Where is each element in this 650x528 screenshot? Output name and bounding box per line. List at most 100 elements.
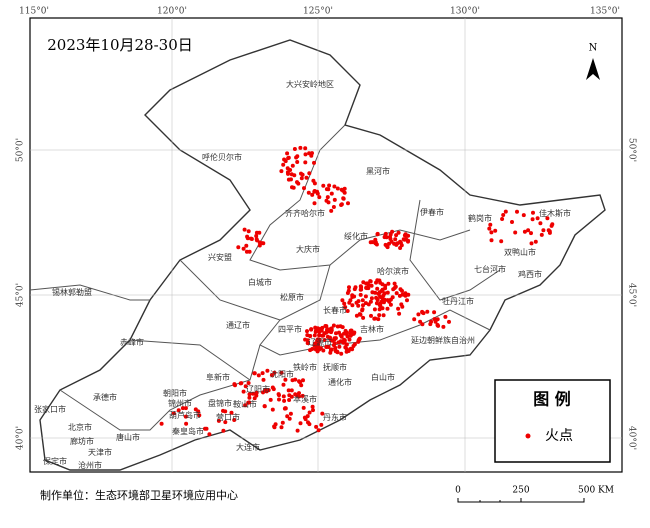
fire-point xyxy=(503,209,508,214)
fire-point xyxy=(341,196,346,201)
fire-point xyxy=(351,344,356,348)
fire-point xyxy=(285,151,290,156)
fire-point xyxy=(348,331,353,336)
fire-point xyxy=(262,404,267,409)
fire-point xyxy=(352,294,357,299)
fire-point xyxy=(295,154,300,159)
legend-item: 火点 xyxy=(545,428,573,444)
fire-point xyxy=(320,411,325,416)
fire-point xyxy=(256,373,261,378)
fire-point xyxy=(279,169,284,174)
fire-point xyxy=(312,333,317,338)
fire-point xyxy=(312,181,317,186)
fire-point xyxy=(432,317,437,322)
fire-point xyxy=(323,324,328,328)
fire-point xyxy=(337,344,342,349)
fire-point xyxy=(397,311,402,316)
fire-points xyxy=(159,145,555,437)
fire-point xyxy=(289,388,294,393)
fire-point xyxy=(257,230,262,235)
fire-point xyxy=(331,205,336,209)
fire-point xyxy=(347,300,352,305)
fire-point xyxy=(324,198,329,203)
fire-point xyxy=(545,216,550,221)
fire-point xyxy=(308,334,313,338)
fire-point xyxy=(378,301,383,306)
fire-point xyxy=(303,417,308,422)
region-label: 黑河市 xyxy=(366,166,390,176)
fire-point xyxy=(376,317,381,322)
fire-point xyxy=(321,183,326,188)
coordinate-labels: 115°0' 120°0' 125°0' 130°0' 135°0' 50°0' 50°0'… xyxy=(16,7,637,451)
fire-point xyxy=(366,282,371,287)
fire-point xyxy=(298,380,302,385)
longitude-label: 115°0' xyxy=(19,7,49,17)
fire-point xyxy=(317,195,322,200)
fire-point xyxy=(515,209,519,214)
fire-point xyxy=(368,299,373,304)
fire-point xyxy=(308,348,313,353)
fire-point xyxy=(378,294,382,299)
fire-point xyxy=(393,237,398,242)
fire-point xyxy=(317,333,322,338)
fire-point xyxy=(377,290,382,295)
fire-point xyxy=(298,145,303,150)
region-label: 铁岭市 xyxy=(293,362,317,372)
fire-point xyxy=(489,230,494,235)
fire-point xyxy=(241,389,246,394)
fire-point xyxy=(354,300,359,305)
fire-point xyxy=(403,291,408,296)
fire-point xyxy=(384,235,389,240)
latitude-label: 50°0' xyxy=(16,138,26,162)
region-label: 唐山市 xyxy=(116,432,140,442)
region-label: 抚顺市 xyxy=(323,362,347,372)
fire-point xyxy=(392,241,397,246)
fire-point xyxy=(221,408,225,413)
fire-point xyxy=(286,156,291,161)
region-label: 通化市 xyxy=(328,377,352,387)
longitude-label: 135°0' xyxy=(590,7,620,17)
fire-point xyxy=(265,368,270,373)
fire-point xyxy=(249,237,254,241)
fire-point xyxy=(305,338,310,343)
fire-point xyxy=(531,210,535,215)
fire-point xyxy=(271,387,276,392)
fire-point xyxy=(420,322,425,327)
fire-point xyxy=(322,338,327,342)
fire-point xyxy=(307,410,312,415)
fire-point xyxy=(317,337,322,342)
fire-point xyxy=(341,340,346,345)
fire-point xyxy=(193,407,198,412)
fire-point xyxy=(373,240,378,245)
fire-point xyxy=(539,232,544,237)
fire-point xyxy=(287,416,292,421)
fire-point xyxy=(244,243,249,248)
fire-point xyxy=(329,208,334,213)
fire-point xyxy=(501,213,506,217)
fire-point xyxy=(159,421,164,426)
region-label: 白山市 xyxy=(371,372,395,382)
fire-point xyxy=(383,231,388,236)
fire-point xyxy=(342,301,347,306)
region-label: 承德市 xyxy=(93,392,117,402)
fire-point xyxy=(257,240,262,245)
fire-point xyxy=(380,282,385,287)
fire-point xyxy=(280,420,285,425)
region-label: 沈阳市 xyxy=(270,369,294,379)
fire-point xyxy=(350,347,355,352)
fire-point xyxy=(493,228,498,233)
region-label: 赤峰市 xyxy=(120,337,144,347)
fire-point xyxy=(268,397,273,402)
fire-point xyxy=(261,390,265,395)
fire-point xyxy=(303,146,308,151)
fire-point xyxy=(272,424,277,429)
fire-point xyxy=(396,306,401,311)
fire-point xyxy=(261,377,266,382)
fire-point xyxy=(301,405,306,410)
fire-point xyxy=(310,404,315,409)
fire-point xyxy=(412,317,417,322)
fire-point xyxy=(331,343,336,348)
fire-point xyxy=(380,287,385,292)
